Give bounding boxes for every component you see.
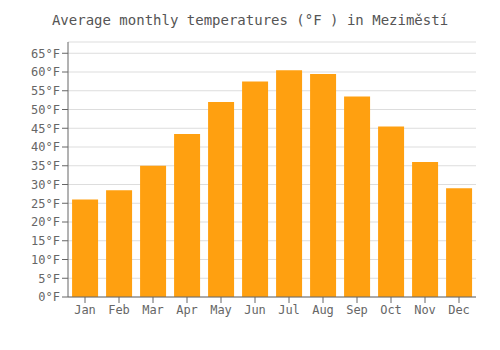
svg-text:20°F: 20°F xyxy=(31,215,60,229)
svg-text:Feb: Feb xyxy=(108,303,130,317)
svg-text:Jun: Jun xyxy=(244,303,266,317)
svg-text:Sep: Sep xyxy=(346,303,368,317)
svg-text:25°F: 25°F xyxy=(31,197,60,211)
svg-text:40°F: 40°F xyxy=(31,140,60,154)
svg-text:Jan: Jan xyxy=(74,303,96,317)
svg-text:May: May xyxy=(210,303,232,317)
html-text:Average monthly temperatures (: Average monthly temperatures (°F ) in Me… xyxy=(51,12,449,28)
svg-text:Jul: Jul xyxy=(278,303,300,317)
svg-text:0°F: 0°F xyxy=(38,290,60,304)
svg-text:30°F: 30°F xyxy=(31,178,60,192)
svg-text:Apr: Apr xyxy=(176,303,198,317)
svg-text:5°F: 5°F xyxy=(38,272,60,286)
svg-text:65°F: 65°F xyxy=(31,47,60,61)
svg-text:Aug: Aug xyxy=(312,303,334,317)
svg-text:Dec: Dec xyxy=(448,303,470,317)
svg-text:50°F: 50°F xyxy=(31,103,60,117)
svg-text:15°F: 15°F xyxy=(31,234,60,248)
svg-text:45°F: 45°F xyxy=(31,122,60,136)
svg-text:Oct: Oct xyxy=(380,303,402,317)
svg-text:60°F: 60°F xyxy=(31,65,60,79)
svg-text:Mar: Mar xyxy=(142,303,164,317)
svg-text:Nov: Nov xyxy=(414,303,436,317)
svg-text:10°F: 10°F xyxy=(31,253,60,267)
svg-text:35°F: 35°F xyxy=(31,159,60,173)
svg-text:55°F: 55°F xyxy=(31,84,60,98)
